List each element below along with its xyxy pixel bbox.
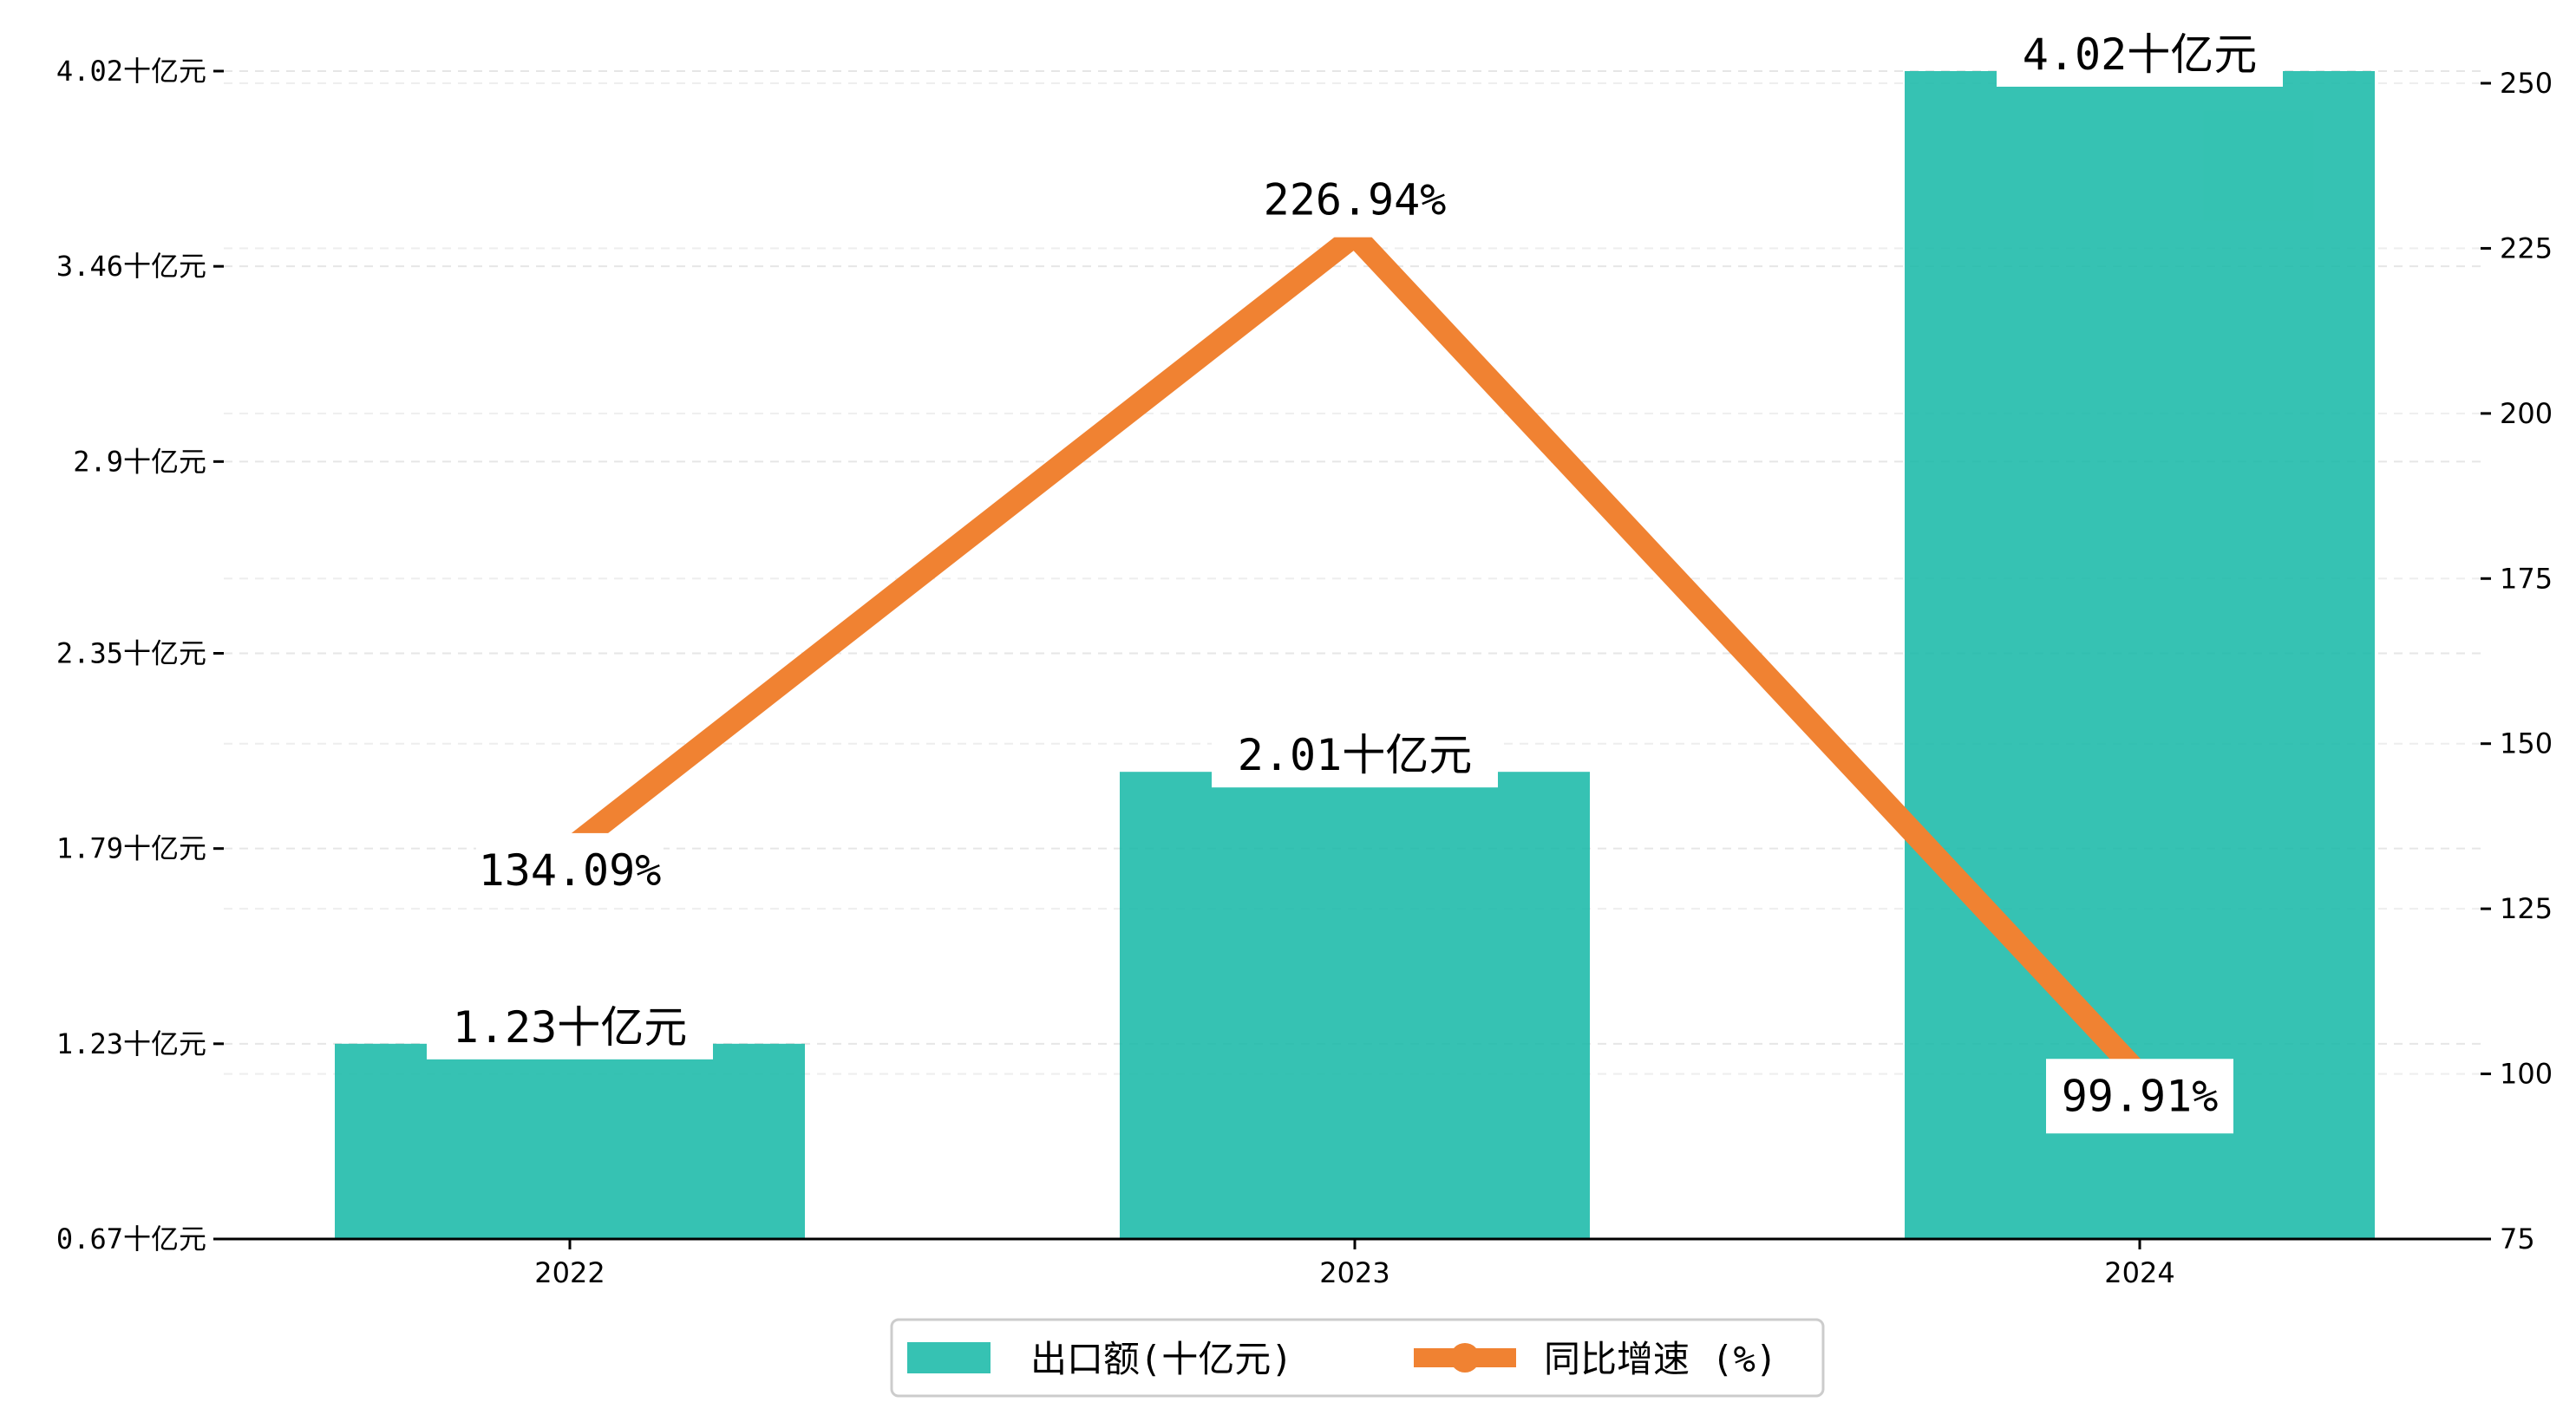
y-left-tick-label: 2.35十亿元	[56, 636, 206, 669]
x-tick-label: 2022	[534, 1256, 605, 1289]
axes: 0.67十亿元 1.23十亿元 1.79十亿元 2.35十亿元 2.9十亿元 3.46十亿…	[56, 55, 2553, 1289]
line-value-label: 226.94%	[1264, 175, 1447, 225]
x-tick-label: 2024	[2104, 1256, 2174, 1289]
y-right-tick-label: 100	[2500, 1058, 2553, 1091]
y-left-tick-label: 4.02十亿元	[56, 55, 206, 88]
y-right-tick-label: 250	[2500, 67, 2553, 100]
legend: 出口额(十亿元) 同比增速 (%)	[890, 1318, 1825, 1398]
bar-label-box	[1212, 718, 1498, 788]
line-value-label: 134.09%	[479, 845, 662, 896]
y-right-tick-label: 200	[2500, 397, 2553, 430]
y-left-tick-label: 2.9十亿元	[73, 445, 206, 478]
bar-value-label: 2.01十亿元	[1238, 730, 1472, 780]
y-left-tick-label: 3.46十亿元	[56, 250, 206, 283]
legend-marker-line	[1450, 1343, 1480, 1373]
bar-series	[335, 71, 2375, 1239]
legend-label-line: 同比增速 (%)	[1544, 1338, 1777, 1380]
y-left-tick-label: 1.79十亿元	[56, 832, 206, 865]
line-value-label: 99.91%	[2062, 1071, 2219, 1121]
bar	[1120, 772, 1590, 1239]
bar-label-box	[427, 989, 713, 1060]
y-right-tick-label: 225	[2500, 231, 2553, 264]
bar	[1905, 71, 2375, 1239]
bar-label-box	[1997, 17, 2283, 87]
line-label-box	[2046, 1059, 2233, 1134]
bar	[335, 1043, 805, 1239]
legend-swatch-bar	[907, 1342, 991, 1373]
line-label-box	[476, 832, 664, 908]
data-labels: 1.23十亿元 2.01十亿元 4.02十亿元 134.09% 226.94% 99.91…	[427, 17, 2283, 1134]
y-right-tick-label: 75	[2500, 1223, 2535, 1255]
bar-value-label: 1.23十亿元	[453, 1002, 687, 1053]
y-right-tick-label: 125	[2500, 892, 2553, 925]
y-right-tick-label: 150	[2500, 727, 2553, 760]
y-left-tick-label: 0.67十亿元	[56, 1223, 206, 1255]
bar-value-label: 4.02十亿元	[2023, 29, 2257, 80]
legend-box	[890, 1318, 1825, 1398]
legend-label-bar: 出口额(十亿元)	[1030, 1338, 1293, 1380]
x-tick-label: 2023	[1319, 1256, 1389, 1289]
line-label-box	[1261, 162, 1448, 238]
y-left-tick-label: 1.23十亿元	[56, 1027, 206, 1060]
y-right-tick-label: 175	[2500, 562, 2553, 595]
